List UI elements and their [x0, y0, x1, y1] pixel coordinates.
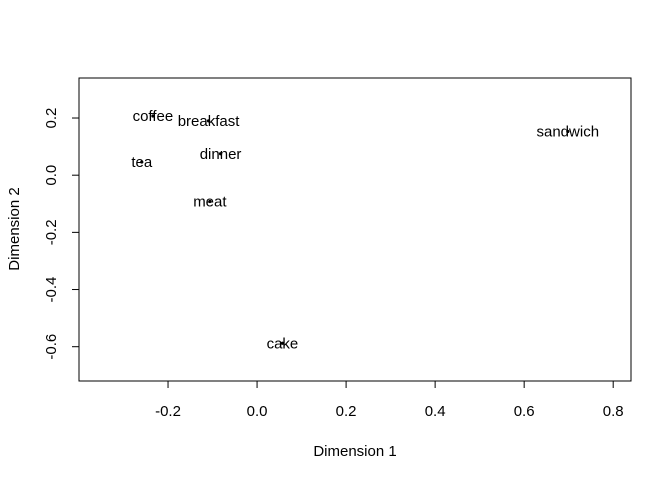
data-point-coffee	[151, 114, 155, 118]
point-label-meat: meat	[193, 193, 227, 210]
point-label-tea: tea	[131, 154, 153, 171]
data-points: coffee breakfast tea dinner meat cake sandwich	[131, 108, 599, 352]
y-tick-label: 0.0	[43, 165, 60, 186]
x-tick-label: 0.4	[425, 403, 446, 420]
x-tick-label: 0.8	[603, 403, 624, 420]
y-tick-label: -0.6	[43, 334, 60, 360]
data-point-breakfast	[206, 119, 211, 123]
point-label-coffee: coffee	[133, 108, 174, 125]
y-tick-label: -0.2	[43, 219, 60, 245]
x-tick-label: 0.2	[336, 403, 357, 420]
x-tick-label: 0.0	[247, 403, 268, 420]
x-tick-label: 0.6	[514, 403, 535, 420]
data-point-tea	[140, 160, 144, 164]
y-axis-label: Dimension 2	[6, 187, 23, 270]
x-tick-label: -0.2	[155, 403, 181, 420]
x-axis-label: Dimension 1	[313, 443, 396, 460]
y-tick-label: -0.4	[43, 277, 60, 303]
point-label-dinner: dinner	[200, 146, 242, 163]
point-label-cake: cake	[267, 335, 299, 352]
y-tick-label: 0.2	[43, 108, 60, 129]
data-point-cake	[280, 341, 285, 345]
data-point-meat	[208, 199, 212, 204]
y-axis: -0.6 -0.4 -0.2 0.0 0.2	[43, 108, 80, 360]
data-point-dinner	[218, 152, 223, 156]
data-point-sandwich	[566, 129, 570, 134]
x-axis: -0.2 0.0 0.2 0.4 0.6 0.8	[155, 380, 624, 420]
point-label-breakfast: breakfast	[178, 113, 241, 130]
point-label-sandwich: sandwich	[537, 123, 600, 140]
